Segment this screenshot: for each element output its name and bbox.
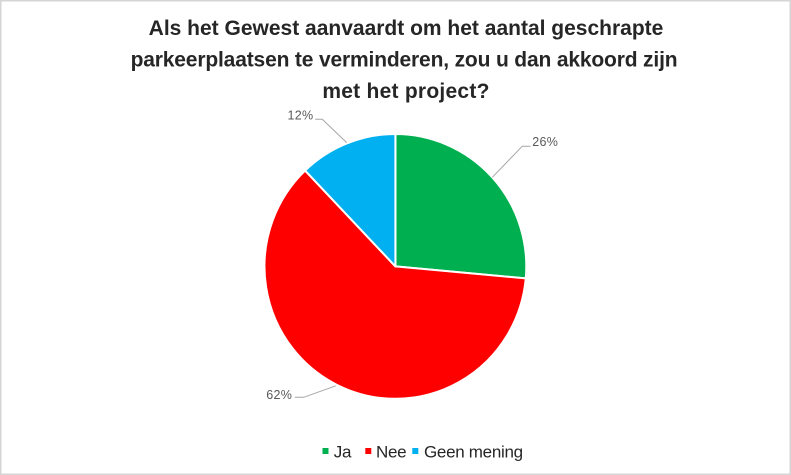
svg-text:Geen mening: Geen mening <box>424 443 523 462</box>
svg-text:parkeerplaatsen te verminderen: parkeerplaatsen te verminderen, zou u da… <box>131 49 678 72</box>
svg-text:26%: 26% <box>532 135 558 149</box>
svg-text:met het project?: met het project? <box>322 80 489 103</box>
svg-text:Ja: Ja <box>334 443 352 462</box>
svg-text:12%: 12% <box>288 109 314 123</box>
svg-text:Nee: Nee <box>376 443 406 462</box>
svg-text:Als het Gewest aanvaardt om he: Als het Gewest aanvaardt om het aantal g… <box>149 17 664 40</box>
svg-text:62%: 62% <box>266 388 292 402</box>
